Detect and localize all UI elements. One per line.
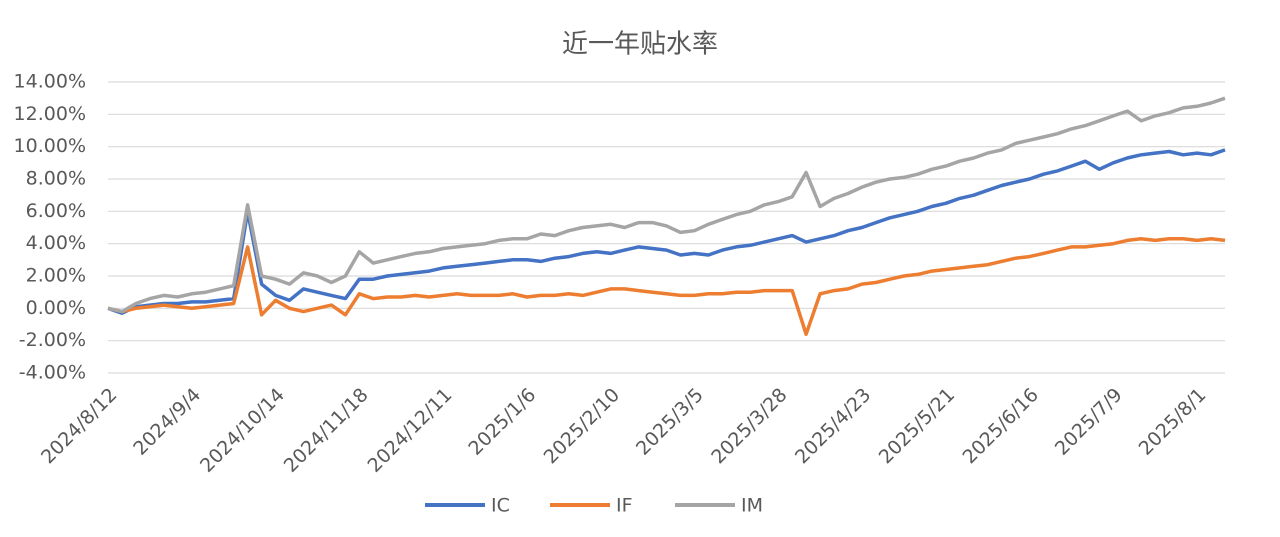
y-tick-label: 12.00% <box>14 103 86 125</box>
x-tick-label: 2025/7/9 <box>1051 384 1127 460</box>
x-tick-label: 2025/4/23 <box>791 384 875 468</box>
x-tick-label: 2024/12/11 <box>364 384 457 477</box>
legend-label: IM <box>741 495 763 517</box>
x-tick-label: 2024/8/12 <box>37 384 121 468</box>
x-tick-label: 2024/11/18 <box>280 384 373 477</box>
y-tick-label: 4.00% <box>26 232 86 254</box>
y-tick-label: 0.00% <box>26 297 86 319</box>
y-tick-label: -2.00% <box>19 329 86 351</box>
series-line <box>107 96 1226 314</box>
x-tick-label: 2024/9/4 <box>129 384 205 460</box>
chart-title: 近一年贴水率 <box>562 30 718 60</box>
x-tick-label: 2025/6/16 <box>959 384 1043 468</box>
series-line <box>107 237 1226 336</box>
x-tick-label: 2025/3/28 <box>707 384 791 468</box>
y-tick-label: 6.00% <box>26 200 86 222</box>
x-tick-label: 2025/8/1 <box>1135 384 1211 460</box>
legend-label: IC <box>491 495 510 517</box>
y-tick-label: 8.00% <box>26 168 86 190</box>
y-tick-label: 14.00% <box>14 71 86 93</box>
x-tick-label: 2025/5/21 <box>875 384 959 468</box>
x-tick-label: 2025/1/6 <box>464 384 540 460</box>
x-tick-label: 2025/3/5 <box>632 384 708 460</box>
x-tick-label: 2025/2/10 <box>540 384 624 468</box>
series-line <box>107 148 1226 315</box>
x-tick-label: 2024/10/14 <box>196 384 289 477</box>
legend-label: IF <box>616 495 633 517</box>
y-tick-label: -4.00% <box>19 362 86 384</box>
legend: IC IF IM <box>425 495 763 517</box>
y-tick-label: 10.00% <box>14 135 86 157</box>
y-tick-label: 2.00% <box>26 265 86 287</box>
